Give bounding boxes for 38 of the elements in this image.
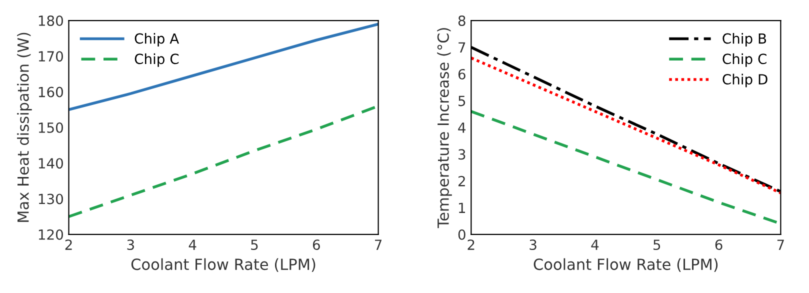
y-tick-label: 1: [458, 202, 466, 213]
x-tick-label: 4: [591, 240, 599, 250]
x-tick-label: 7: [777, 240, 784, 250]
y-tick-label: 160: [38, 86, 63, 98]
y-tick-label: 6: [458, 68, 466, 80]
y-axis-title: Temperature Increase (°C): [437, 28, 452, 228]
y-tick-label: 5: [458, 96, 466, 106]
y-tick-label: 2: [458, 176, 465, 186]
y-tick-label: 180: [38, 15, 63, 26]
x-tick-label: 4: [188, 240, 196, 250]
line-series: [68, 22, 378, 112]
y-tick-label: 3: [458, 149, 466, 160]
x-tick-label: 5: [251, 240, 258, 250]
y-tick-label: 7: [458, 42, 466, 53]
legend-label: Chip B: [722, 33, 766, 46]
x-axis-title: Coolant Flow Rate (LPM): [131, 258, 316, 272]
x-tick-label: 5: [654, 240, 660, 250]
x-tick-label: 2: [65, 240, 72, 250]
legend-label: Chip A: [134, 33, 180, 46]
x-tick-label: 6: [715, 240, 722, 250]
y-tick-label: 170: [38, 51, 63, 62]
y-tick-label: 0: [458, 229, 466, 240]
y-tick-label: 140: [38, 158, 63, 169]
x-tick-label: 3: [127, 240, 134, 250]
x-tick-label: 7: [375, 240, 382, 250]
y-tick-label: 4: [458, 122, 466, 133]
x-tick-label: 6: [312, 240, 320, 250]
y-tick-label: 130: [38, 194, 63, 204]
x-tick-label: 3: [530, 240, 536, 250]
legend-label: Chip C: [722, 53, 766, 67]
y-tick-label: 120: [38, 229, 63, 240]
y-tick-label: 8: [458, 15, 466, 26]
legend-label: Chip D: [722, 74, 768, 88]
y-axis-title: Max Heat dissipation (W): [17, 32, 32, 222]
x-tick-label: 2: [468, 240, 474, 250]
legend-label: Chip C: [134, 53, 179, 67]
y-tick-label: 150: [38, 122, 63, 133]
x-axis-title: Coolant Flow Rate (LPM): [534, 258, 718, 272]
